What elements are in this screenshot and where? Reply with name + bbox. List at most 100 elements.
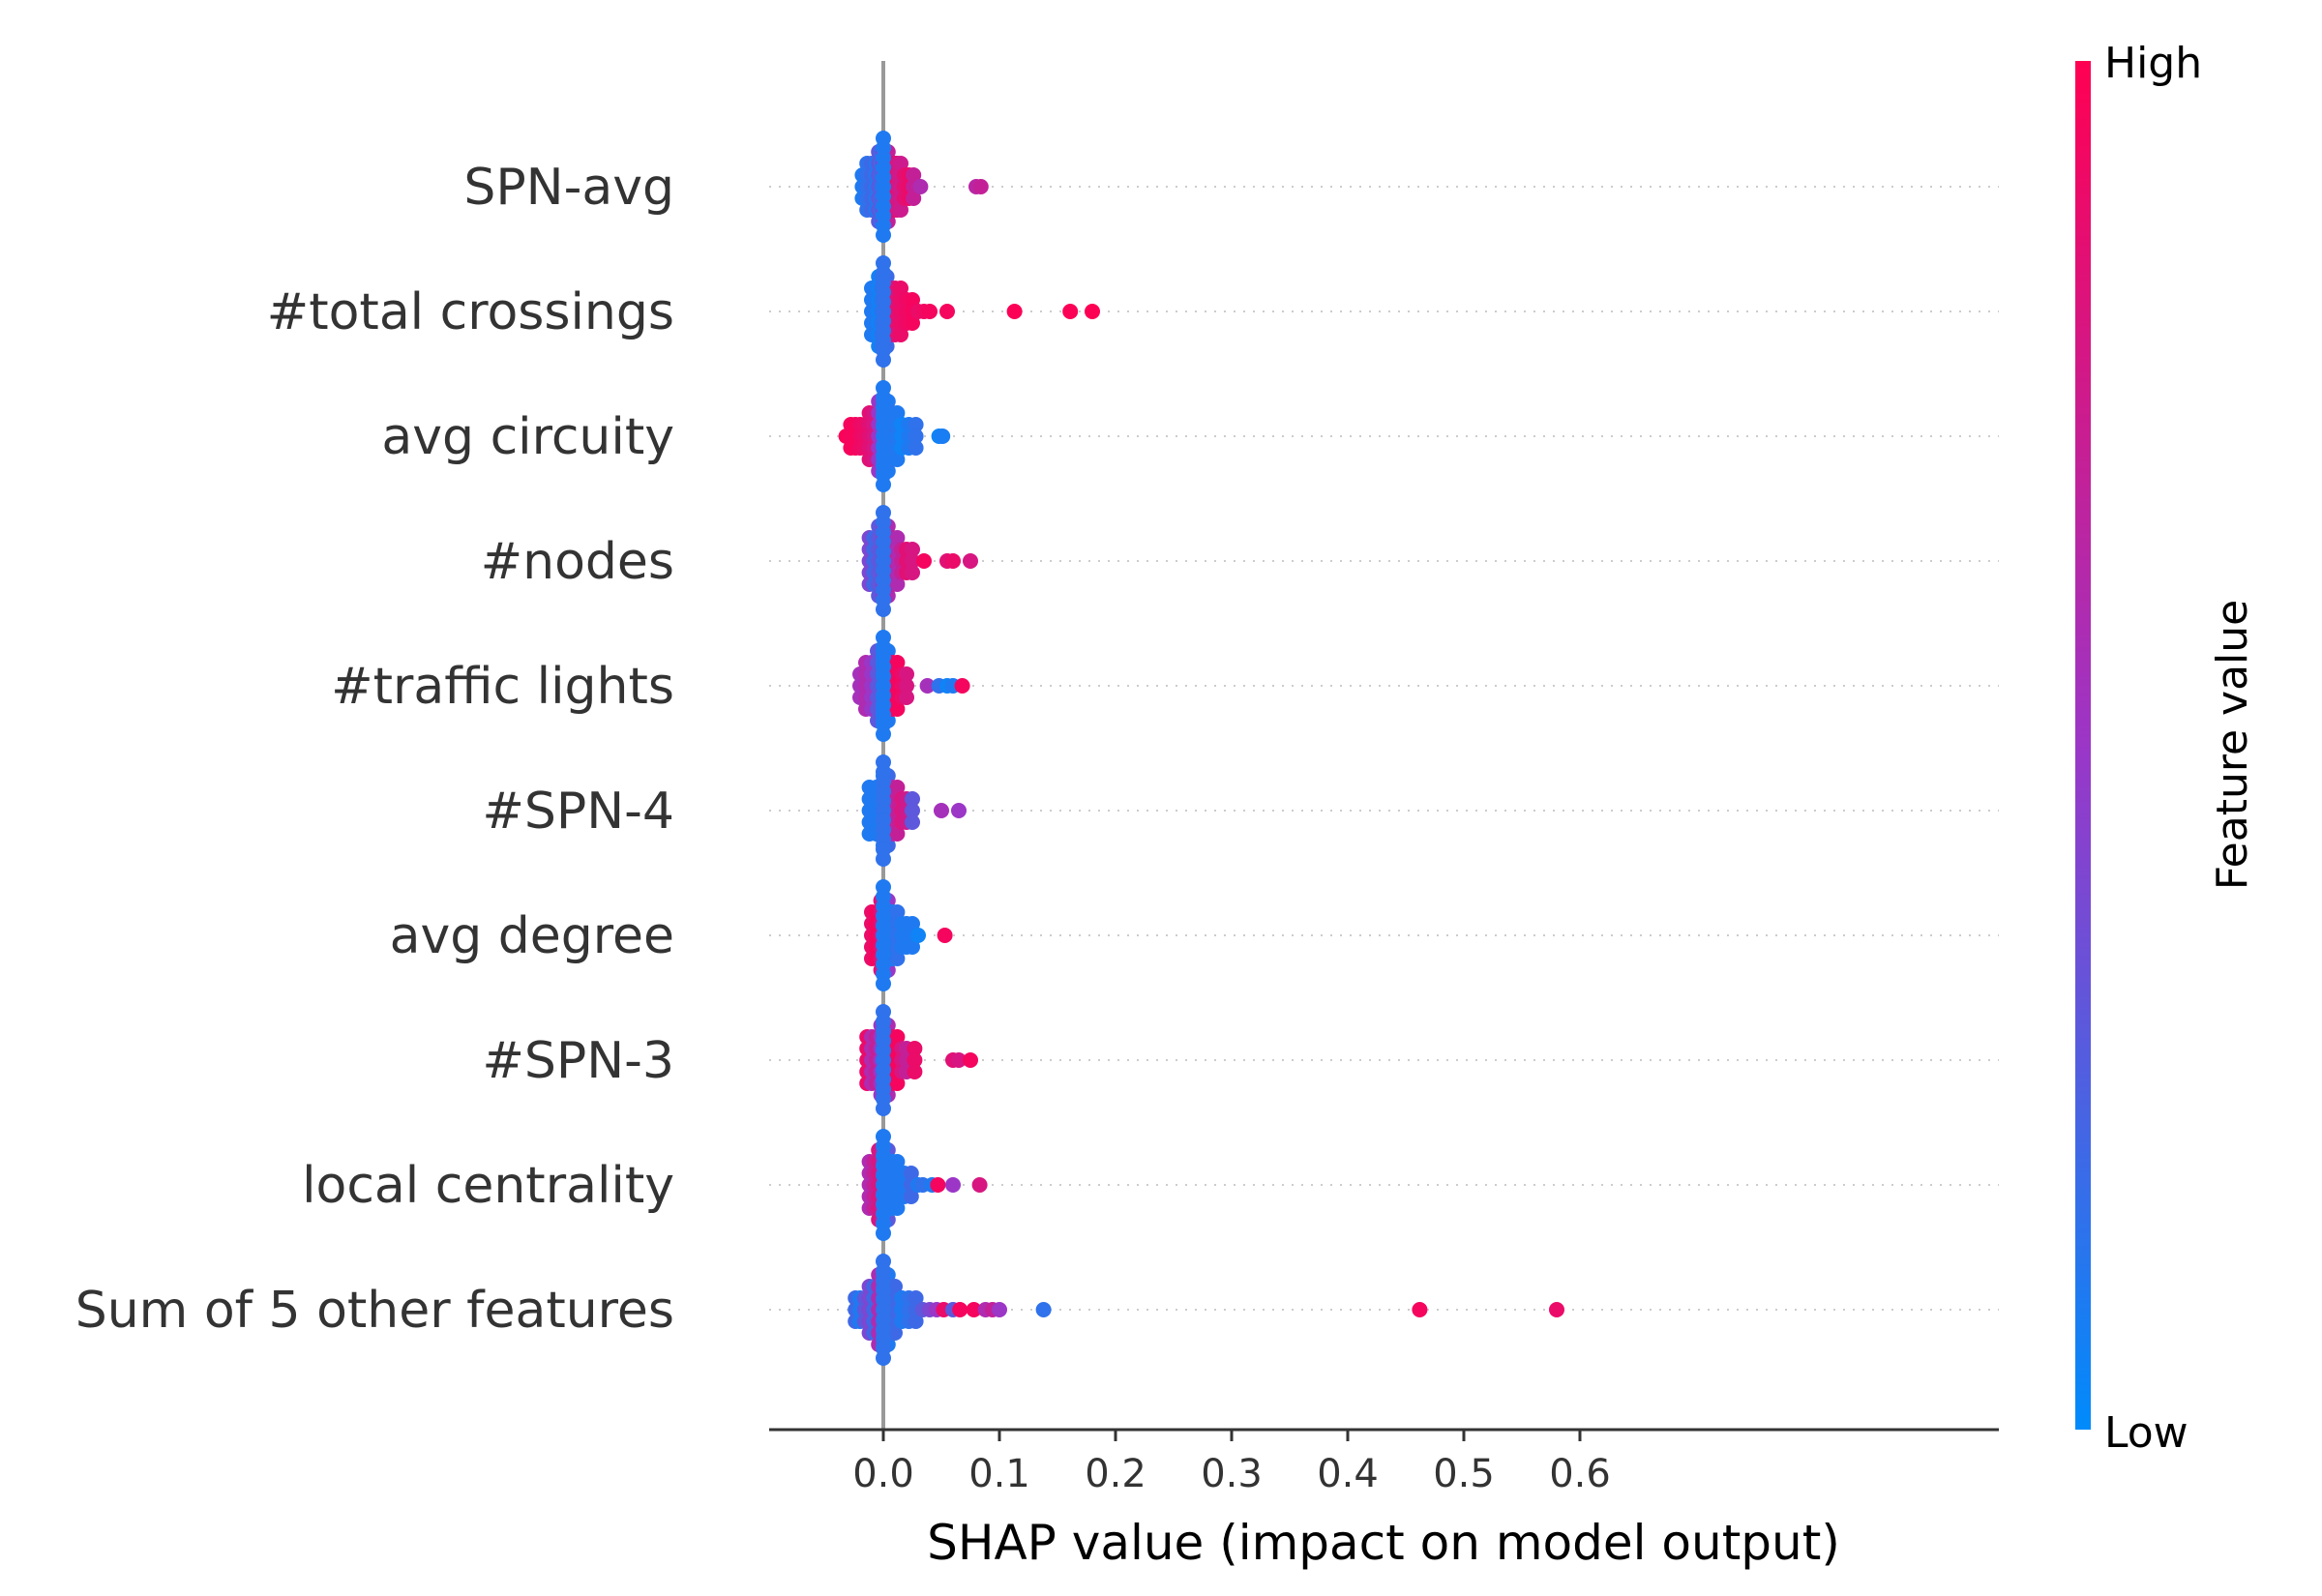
data-point [889, 1076, 906, 1091]
data-point [919, 678, 936, 694]
data-point [1006, 304, 1023, 319]
data-point [963, 553, 978, 569]
x-tick-label: 0.3 [1201, 1452, 1263, 1496]
data-point [908, 417, 924, 432]
x-tick-label: 0.4 [1317, 1452, 1379, 1496]
data-point [889, 576, 906, 592]
data-point [963, 1052, 978, 1068]
data-point [922, 304, 938, 319]
data-point [907, 1064, 923, 1079]
data-point [910, 928, 926, 943]
data-point [916, 553, 932, 569]
data-point [937, 928, 953, 943]
data-point [906, 191, 922, 206]
data-point [912, 179, 929, 194]
data-point [889, 826, 906, 842]
data-point [893, 327, 908, 342]
data-point [876, 1226, 891, 1241]
x-tick-label: 0.6 [1549, 1452, 1611, 1496]
data-point [893, 281, 908, 296]
data-point [905, 292, 920, 308]
data-point [876, 1101, 891, 1116]
data-point [945, 1177, 961, 1193]
data-point [889, 951, 906, 966]
data-point [903, 1189, 919, 1204]
feature-label: Sum of 5 other features [75, 1282, 674, 1340]
data-point [1549, 1302, 1564, 1317]
data-point [905, 803, 920, 818]
data-point [876, 976, 891, 991]
data-point [954, 678, 970, 694]
x-tick-label: 0.0 [852, 1452, 914, 1496]
data-point [952, 1302, 968, 1317]
data-points [838, 131, 1564, 1366]
x-tick-label: 0.2 [1085, 1452, 1146, 1496]
data-point [971, 1177, 988, 1193]
data-point [906, 167, 922, 183]
data-point [907, 1052, 923, 1068]
data-point [889, 701, 906, 717]
data-point [992, 1302, 1007, 1317]
data-point [889, 1200, 906, 1216]
data-point [893, 202, 908, 218]
data-point [889, 904, 906, 920]
data-point [1085, 304, 1100, 319]
data-point [907, 1041, 923, 1056]
data-point [889, 452, 906, 467]
colorbar-low-label: Low [2104, 1408, 2188, 1458]
data-point [889, 530, 906, 546]
data-point [908, 1314, 924, 1329]
x-tick-label: 0.5 [1433, 1452, 1495, 1496]
data-point [889, 655, 906, 670]
data-point [876, 352, 891, 368]
data-point [893, 156, 908, 171]
data-point [945, 553, 961, 569]
data-point [889, 1029, 906, 1045]
feature-label: local centrality [302, 1157, 674, 1215]
data-point [908, 429, 924, 444]
feature-label: SPN-avg [463, 159, 674, 217]
data-point [876, 851, 891, 867]
feature-label: #nodes [481, 533, 674, 591]
data-point [889, 405, 906, 421]
data-point [1062, 304, 1079, 319]
data-point [899, 690, 914, 705]
feature-label: #SPN-4 [482, 783, 674, 841]
data-point [905, 814, 920, 830]
data-point [908, 1290, 924, 1306]
data-point [966, 1302, 982, 1317]
colorbar-title: Feature value [2208, 600, 2257, 890]
data-point [935, 429, 951, 444]
feature-rows: SPN-avg #total crossings avg circuity #node… [75, 159, 1999, 1340]
feature-label: #traffic lights [331, 658, 674, 716]
data-point [876, 726, 891, 742]
data-point [876, 227, 891, 243]
data-point [905, 553, 920, 569]
data-point [905, 315, 920, 331]
feature-label: avg degree [390, 907, 674, 965]
data-point [876, 1350, 891, 1366]
data-point [1035, 1302, 1052, 1317]
data-point [903, 1166, 919, 1181]
data-point [889, 780, 906, 795]
data-point [939, 304, 955, 319]
data-point [876, 477, 891, 492]
data-point [899, 666, 914, 682]
x-tick-label: 0.1 [968, 1452, 1030, 1496]
data-point [934, 803, 949, 818]
feature-label: #SPN-3 [482, 1032, 674, 1090]
data-point [905, 542, 920, 557]
data-point [908, 440, 924, 456]
data-point [1412, 1302, 1428, 1317]
colorbar-high-label: High [2104, 39, 2202, 88]
data-point [972, 179, 989, 194]
data-point [930, 1177, 946, 1193]
data-point [899, 678, 914, 694]
data-point [876, 602, 891, 617]
data-point [905, 939, 920, 955]
colorbar [2075, 61, 2091, 1430]
feature-label: #total crossings [267, 283, 674, 341]
x-axis-ticks: 0.0 0.1 0.2 0.3 0.4 0.5 0.6 [852, 1430, 1611, 1496]
data-point [905, 565, 920, 580]
